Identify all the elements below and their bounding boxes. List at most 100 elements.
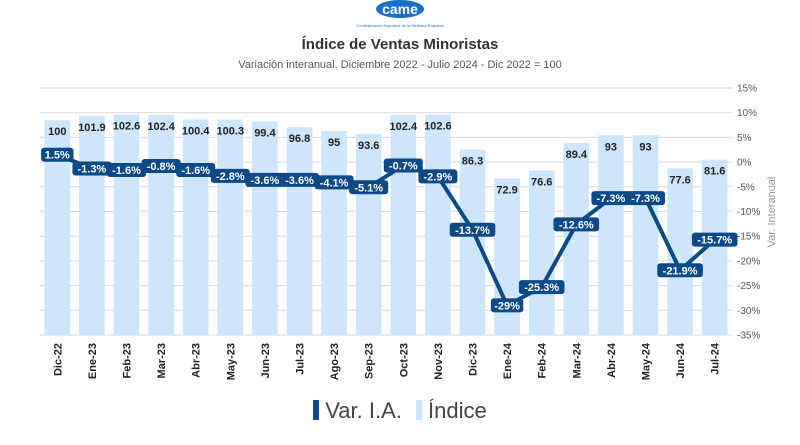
variation-label-text: -1.6% bbox=[112, 165, 141, 177]
variation-data-label: -7.3% bbox=[626, 191, 665, 206]
right-axis-tick: -30% bbox=[737, 306, 760, 317]
x-axis-tick-label: Jul-24 bbox=[710, 342, 722, 375]
legend-label-variation: Var. I.A. bbox=[325, 398, 402, 423]
index-bars bbox=[44, 114, 728, 336]
variation-data-label: -3.6% bbox=[280, 172, 319, 187]
index-bar-label: 102.6 bbox=[113, 121, 141, 133]
index-bar bbox=[113, 114, 140, 335]
x-axis-tick-label: Feb-24 bbox=[537, 342, 549, 378]
gridlines bbox=[40, 87, 732, 336]
variation-label-text: -13.7% bbox=[455, 225, 490, 237]
variation-data-label: -21.9% bbox=[657, 263, 703, 278]
variation-data-label: -29% bbox=[490, 298, 524, 313]
x-axis-tick-label: Mar-24 bbox=[571, 342, 583, 378]
variation-label-text: -2.9% bbox=[424, 171, 453, 183]
variation-label-bg bbox=[383, 158, 423, 173]
came-logo: came Confederación Argentina de la Media… bbox=[356, 0, 444, 28]
variation-data-label: -7.3% bbox=[591, 191, 631, 206]
x-axis-tick-label: Oct-23 bbox=[398, 343, 410, 377]
right-axis-tick-labels: 15% 10% 5% 0% -5% -10% -15% -20% -25% -30% -35% bbox=[737, 84, 760, 342]
right-axis-tick: -20% bbox=[737, 256, 760, 267]
index-bar-label: 100.4 bbox=[182, 125, 210, 137]
variation-label-text: -25.3% bbox=[524, 282, 559, 294]
variation-label-text: -1.6% bbox=[181, 165, 210, 177]
legend-swatch-variation bbox=[313, 400, 320, 420]
brand-wordmark: came bbox=[382, 1, 418, 17]
variation-label-text: -4.1% bbox=[320, 177, 349, 189]
variation-label-text: -7.3% bbox=[597, 193, 626, 205]
index-bar bbox=[598, 135, 624, 335]
variation-data-label: -2.9% bbox=[418, 169, 458, 184]
x-axis-tick-label: Ago-23 bbox=[329, 343, 341, 380]
legend-item-variation: Var. I.A. bbox=[313, 398, 402, 424]
variation-data-label: -1.6% bbox=[107, 163, 146, 178]
index-bar bbox=[79, 116, 105, 335]
right-axis-tick: -10% bbox=[737, 207, 760, 218]
variation-label-text: 1.5% bbox=[45, 150, 70, 162]
index-bar-label: 93 bbox=[605, 141, 617, 153]
right-axis-tick: -25% bbox=[737, 281, 760, 292]
index-bar bbox=[321, 130, 347, 335]
variation-label-bg bbox=[553, 217, 600, 232]
variation-label-text: -29% bbox=[494, 300, 520, 312]
legend: Var. I.A. Índice bbox=[0, 398, 800, 424]
variation-label-text: -0.7% bbox=[389, 161, 418, 173]
index-bar bbox=[390, 115, 417, 335]
index-bar-label: 93 bbox=[639, 141, 651, 153]
index-bar-label: 95 bbox=[328, 137, 340, 149]
variation-data-label: -1.3% bbox=[72, 161, 112, 176]
index-bar-label: 101.9 bbox=[78, 122, 106, 134]
right-axis-tick: 0% bbox=[737, 158, 752, 169]
variation-label-bg bbox=[490, 298, 524, 313]
variation-label-text: -3.6% bbox=[285, 175, 314, 187]
variation-label-bg bbox=[41, 147, 74, 162]
index-bar-label: 72.9 bbox=[496, 184, 517, 196]
index-bar-label: 93.6 bbox=[358, 140, 379, 152]
variation-label-text: -21.9% bbox=[663, 265, 698, 277]
variation-label-bg bbox=[657, 263, 703, 278]
variation-data-label: 1.5% bbox=[41, 147, 74, 162]
index-bar-label: 102.4 bbox=[147, 121, 175, 133]
variation-data-label: -3.6% bbox=[245, 172, 285, 187]
legend-swatch-index bbox=[416, 400, 423, 420]
variation-label-text: -3.6% bbox=[251, 175, 280, 187]
index-bar-label: 89.4 bbox=[566, 149, 588, 161]
variation-data-label: -1.6% bbox=[176, 163, 216, 178]
variation-data-label: -0.8% bbox=[141, 159, 181, 174]
index-bar bbox=[632, 135, 659, 335]
variation-data-label: -13.7% bbox=[449, 222, 496, 237]
variation-label-bg bbox=[141, 159, 181, 174]
variation-label-bg bbox=[591, 191, 631, 206]
variation-label-text: -12.6% bbox=[559, 219, 594, 231]
variation-label-bg bbox=[176, 163, 216, 178]
index-bar bbox=[217, 119, 244, 335]
variation-label-bg bbox=[72, 161, 112, 176]
index-bar-label: 76.6 bbox=[531, 176, 552, 188]
index-bar-label: 102.6 bbox=[424, 121, 452, 133]
combo-chart: 100 101.9 102.6 102.4 100.4 100.3 99.4 96.8 95 93… bbox=[40, 84, 778, 380]
right-axis-tick: 10% bbox=[737, 108, 757, 119]
right-axis-tick: 5% bbox=[737, 133, 752, 144]
index-bar bbox=[182, 119, 209, 335]
x-axis-tick-label: Nov-23 bbox=[433, 343, 445, 380]
x-axis-tick-label: Dic-23 bbox=[468, 343, 480, 376]
x-axis-tick-label: May-24 bbox=[641, 342, 653, 380]
x-axis-tick-labels: Dic-22 Ene-23 Feb-23 Mar-23 Abr-23 May-23 Jun-… bbox=[52, 342, 721, 380]
right-axis-tick: -5% bbox=[737, 182, 755, 193]
variation-label-text: -1.3% bbox=[78, 164, 107, 176]
index-bar-label: 96.8 bbox=[289, 133, 310, 145]
variation-data-label: -25.3% bbox=[518, 280, 565, 295]
variation-label-bg bbox=[210, 168, 250, 183]
variation-label-bg bbox=[107, 163, 146, 178]
right-axis-tick: 15% bbox=[737, 84, 757, 95]
index-bar bbox=[252, 121, 278, 335]
x-axis-tick-label: Ene-23 bbox=[87, 343, 99, 379]
variation-label-bg bbox=[518, 280, 565, 295]
variation-line-labels: 1.5%-1.3% -1.6% -0.8% -1.6% -2.8% -3.6% -3.6% -… bbox=[41, 147, 738, 313]
x-axis-tick-label: Abr-24 bbox=[606, 342, 618, 378]
variation-label-bg bbox=[349, 180, 389, 195]
variation-data-label: -15.7% bbox=[691, 232, 738, 247]
x-axis-tick-label: Abr-23 bbox=[191, 343, 203, 378]
variation-label-text: -0.8% bbox=[147, 161, 176, 173]
variation-label-bg bbox=[280, 172, 319, 187]
